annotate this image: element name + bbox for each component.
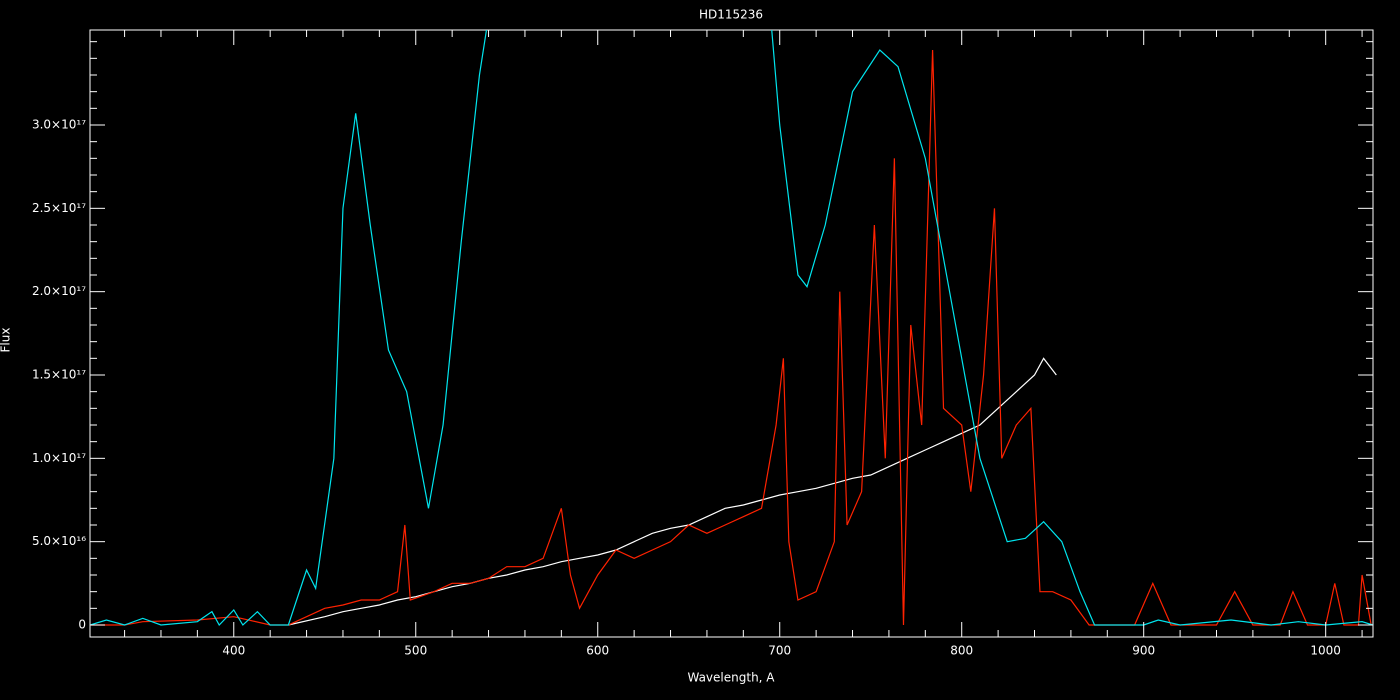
y-tick-label: 5.0×10¹⁶ xyxy=(32,534,86,548)
y-tick-label: 0 xyxy=(78,618,86,632)
x-tick-label: 400 xyxy=(222,644,245,658)
plot-area xyxy=(90,30,1373,627)
y-tick-label: 1.0×10¹⁷ xyxy=(32,451,86,465)
y-tick-label: 2.0×10¹⁷ xyxy=(32,284,86,298)
y-tick-label: 2.5×10¹⁷ xyxy=(32,201,86,215)
y-tick-label: 1.5×10¹⁷ xyxy=(32,368,86,382)
x-tick-label: 900 xyxy=(1132,644,1155,658)
y-axis-label: Flux xyxy=(0,328,13,353)
spectrum-line xyxy=(288,357,1057,626)
spectrum-line xyxy=(90,30,1373,627)
spectrum-line xyxy=(90,49,1372,626)
y-tick-label: 3.0×10¹⁷ xyxy=(32,118,86,132)
x-tick-label: 700 xyxy=(768,644,791,658)
chart-title: HD115236 xyxy=(699,8,763,22)
x-axis-label: Wavelength, A xyxy=(687,671,775,685)
x-tick-label: 600 xyxy=(586,644,609,658)
x-tick-label: 800 xyxy=(950,644,973,658)
x-tick-label: 500 xyxy=(404,644,427,658)
plot-frame xyxy=(89,29,1374,638)
x-tick-label: 1000 xyxy=(1310,644,1341,658)
